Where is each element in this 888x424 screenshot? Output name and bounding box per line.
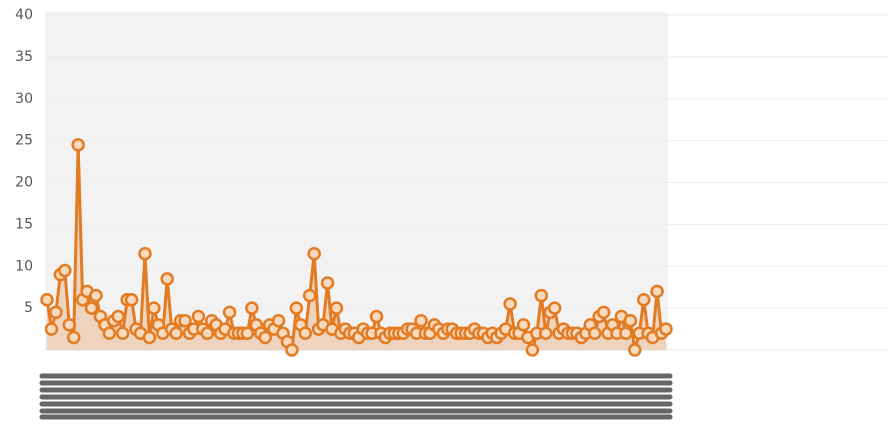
point (289, 301, 304, 315)
point (369, 309, 384, 324)
point (307, 246, 321, 261)
point (547, 301, 562, 315)
y-tick-label: 15 (15, 216, 33, 232)
point (200, 326, 215, 340)
point (285, 343, 299, 357)
point (58, 263, 72, 278)
y-tick-label: 10 (15, 258, 33, 274)
point (271, 313, 286, 328)
point (298, 326, 313, 340)
point (191, 309, 206, 324)
point (84, 301, 99, 315)
point (414, 313, 428, 328)
point (596, 305, 611, 320)
point (240, 326, 255, 340)
point (71, 138, 85, 152)
point (49, 305, 63, 320)
point (302, 288, 317, 303)
point (142, 330, 157, 345)
point (115, 326, 130, 340)
plot-area (45, 12, 668, 350)
point (178, 313, 192, 328)
y-tick-label: 40 (15, 7, 33, 23)
point (587, 326, 602, 340)
point (111, 309, 126, 324)
point (659, 322, 673, 336)
point (62, 318, 77, 332)
y-tick-label: 30 (15, 91, 33, 107)
point (650, 284, 664, 299)
x-label-smear (39, 373, 673, 420)
point (124, 293, 139, 307)
point (89, 288, 103, 303)
point (44, 322, 59, 336)
point (516, 318, 531, 332)
point (40, 293, 54, 307)
point (525, 343, 540, 357)
point (160, 272, 174, 286)
point (147, 301, 161, 315)
y-tick-label: 25 (15, 133, 33, 149)
point (539, 326, 553, 340)
y-tick-label: 5 (24, 300, 33, 316)
point (534, 288, 549, 303)
point (245, 301, 259, 315)
point (138, 246, 152, 261)
point (636, 293, 651, 307)
point (619, 326, 633, 340)
point (66, 330, 81, 345)
point (258, 330, 272, 345)
point (222, 305, 237, 320)
point (320, 276, 335, 290)
y-tick-label: 35 (15, 49, 33, 65)
point (102, 326, 117, 340)
point (503, 297, 517, 311)
point (628, 343, 642, 357)
y-tick-label: 20 (15, 175, 33, 191)
point (169, 326, 183, 340)
point (623, 313, 638, 328)
point (329, 301, 344, 315)
